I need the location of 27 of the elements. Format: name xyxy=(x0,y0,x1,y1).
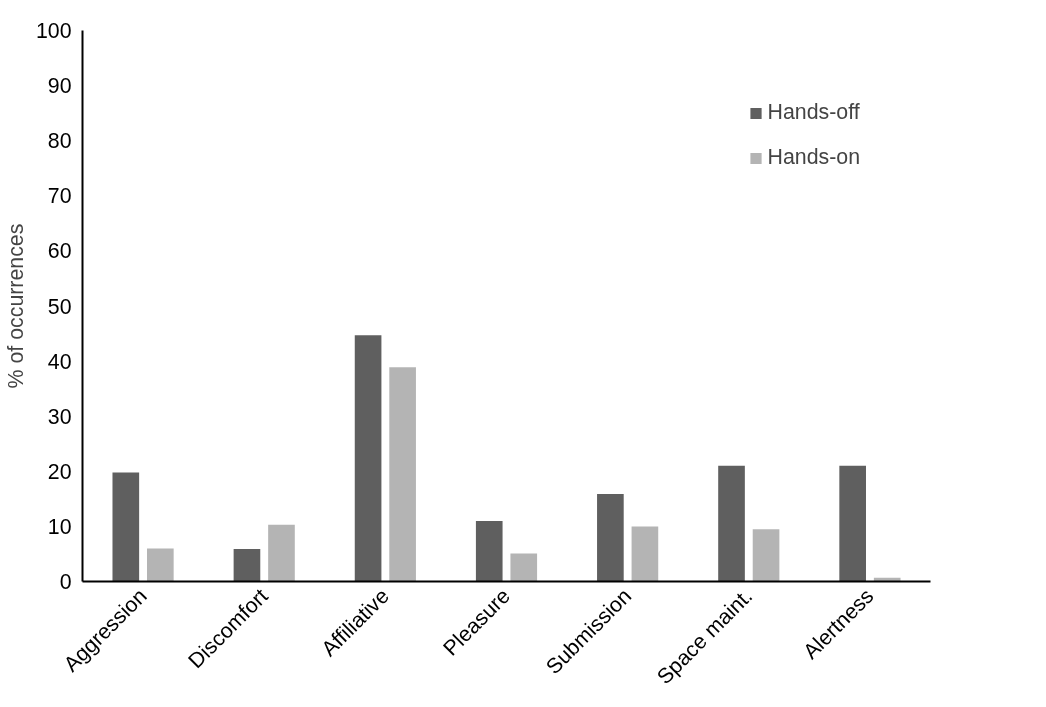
y-tick-label: 60 xyxy=(47,239,72,264)
y-tick-label: 0 xyxy=(59,570,72,594)
bar xyxy=(752,529,780,582)
bar xyxy=(354,335,382,582)
bar xyxy=(147,548,174,582)
bar xyxy=(597,493,624,582)
y-axis-title: % of occurrences xyxy=(3,223,28,389)
y-tick-label: 80 xyxy=(47,129,72,154)
y-tick-label: 70 xyxy=(47,184,72,209)
bar xyxy=(839,465,866,582)
y-tick-label: 20 xyxy=(47,459,72,484)
bar xyxy=(112,472,140,582)
y-tick-label: 30 xyxy=(47,404,72,429)
bar xyxy=(268,524,295,582)
bar xyxy=(389,367,416,582)
bar xyxy=(475,520,503,582)
bar xyxy=(631,526,659,582)
legend-label: Hands-off xyxy=(767,100,860,125)
y-tick-label: 50 xyxy=(47,294,72,319)
legend-label: Hands-on xyxy=(767,145,860,170)
y-tick-label: 10 xyxy=(47,514,72,539)
y-tick-label: 90 xyxy=(47,74,72,99)
bar xyxy=(718,465,745,582)
bar xyxy=(233,548,261,582)
bar xyxy=(510,553,538,582)
y-tick-label: 40 xyxy=(47,349,72,374)
y-tick-label: 100 xyxy=(35,19,72,43)
